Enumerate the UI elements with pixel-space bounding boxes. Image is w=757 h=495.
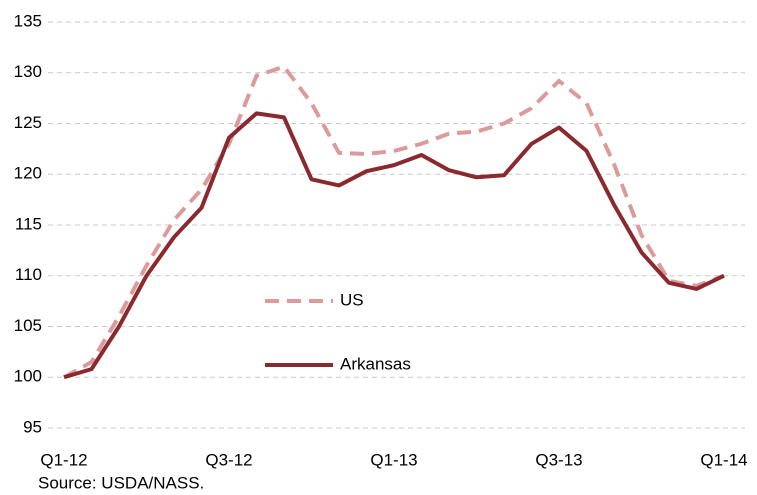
y-tick-label: 110 [15, 265, 42, 284]
y-tick-label: 115 [15, 214, 42, 233]
x-tick-label: Q1-13 [370, 450, 417, 469]
x-tick-label: Q3-13 [535, 450, 582, 469]
source-note: Source: USDA/NASS. [38, 473, 204, 492]
y-tick-label: 100 [14, 367, 42, 386]
x-tick-label: Q3-12 [205, 450, 252, 469]
line-series [63, 64, 725, 379]
legend-label: Arkansas [340, 354, 411, 373]
y-tick-label: 125 [14, 113, 42, 132]
y-tick-label: 130 [14, 62, 42, 81]
y-tick-label: 95 [23, 417, 42, 436]
y-tick-label: 135 [14, 11, 42, 30]
x-tick-label: Q1-14 [700, 450, 747, 469]
line-series [63, 111, 725, 380]
y-tick-label: 120 [14, 164, 42, 183]
x-tick-label: Q1-12 [40, 450, 87, 469]
y-tick-label: 105 [14, 316, 42, 335]
legend-label: US [340, 290, 364, 309]
